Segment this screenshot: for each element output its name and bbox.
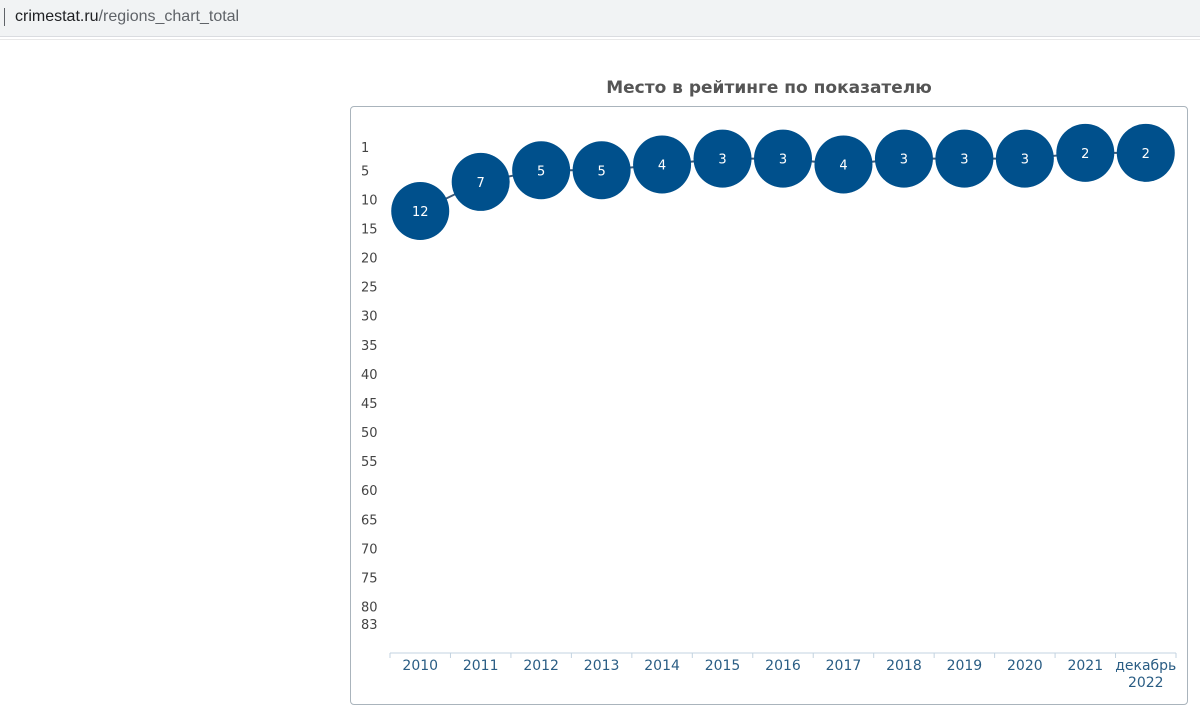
data-label: 3 (779, 153, 787, 168)
y-tick-label: 65 (361, 513, 378, 528)
data-point-bubble (935, 129, 994, 188)
y-tick-label: 60 (361, 484, 378, 499)
y-tick-label: 15 (361, 222, 378, 237)
data-point-bubble (633, 135, 692, 194)
y-tick-label: 40 (361, 368, 378, 383)
data-point-bubble (693, 129, 752, 188)
x-tick-label: 2018 (886, 658, 922, 674)
url-host: crimestat.ru (15, 8, 99, 25)
y-tick-label: 80 (361, 601, 378, 616)
y-tick-label: 5 (361, 164, 369, 179)
y-tick-label: 83 (361, 618, 378, 633)
data-point-bubble (995, 129, 1054, 188)
data-label: 7 (477, 176, 485, 191)
data-label: 12 (412, 205, 429, 220)
x-tick-label: 2019 (947, 658, 983, 674)
data-point-bubble (391, 181, 450, 240)
y-tick-label: 70 (361, 542, 378, 557)
y-tick-label: 75 (361, 571, 378, 586)
data-point-bubble (572, 141, 631, 200)
url-path: /regions_chart_total (98, 8, 240, 25)
y-tick-label: 55 (361, 455, 378, 470)
y-tick-label: 30 (361, 310, 378, 325)
y-tick-label: 10 (361, 193, 378, 208)
y-tick-label: 1 (361, 141, 369, 156)
y-tick-label: 20 (361, 252, 378, 267)
data-point-bubble (814, 135, 873, 194)
url-text[interactable]: crimestat.ru/regions_chart_total (15, 8, 239, 26)
data-label: 2 (1142, 147, 1150, 162)
x-tick-label: 2015 (705, 658, 741, 674)
y-tick-label: 25 (361, 281, 378, 296)
data-label: 3 (1021, 153, 1029, 168)
data-point-bubble (874, 129, 933, 188)
toolbar-divider (0, 39, 1200, 40)
x-tick-label: 2016 (765, 658, 801, 674)
x-tick-label: 2011 (463, 658, 499, 674)
chart-frame (350, 106, 1188, 705)
x-tick-label: 2020 (1007, 658, 1043, 674)
data-label: 4 (658, 158, 666, 173)
x-tick-label: 2014 (644, 658, 680, 674)
x-tick-label: 2013 (584, 658, 620, 674)
data-label: 3 (900, 153, 908, 168)
x-tick-label: декабрь 2022 (1115, 658, 1176, 691)
x-tick-label: 2012 (523, 658, 559, 674)
data-label: 3 (718, 153, 726, 168)
y-tick-label: 50 (361, 426, 378, 441)
browser-address-bar[interactable]: crimestat.ru/regions_chart_total (0, 0, 1200, 37)
data-label: 5 (597, 164, 605, 179)
y-tick-label: 35 (361, 339, 378, 354)
data-point-bubble (451, 152, 510, 211)
x-tick-label: 2021 (1067, 658, 1103, 674)
data-label: 3 (960, 153, 968, 168)
x-tick-label: 2010 (402, 658, 438, 674)
data-point-bubble (512, 141, 571, 200)
data-point-bubble (1116, 123, 1175, 182)
text-cursor (4, 8, 5, 26)
y-tick-label: 45 (361, 397, 378, 412)
data-point-bubble (1056, 123, 1115, 182)
chart-title: Место в рейтинге по показателю (606, 78, 932, 98)
data-label: 2 (1081, 147, 1089, 162)
data-label: 4 (839, 158, 847, 173)
data-point-bubble (754, 129, 812, 188)
data-label: 5 (537, 164, 545, 179)
x-tick-label: 2017 (826, 658, 862, 674)
